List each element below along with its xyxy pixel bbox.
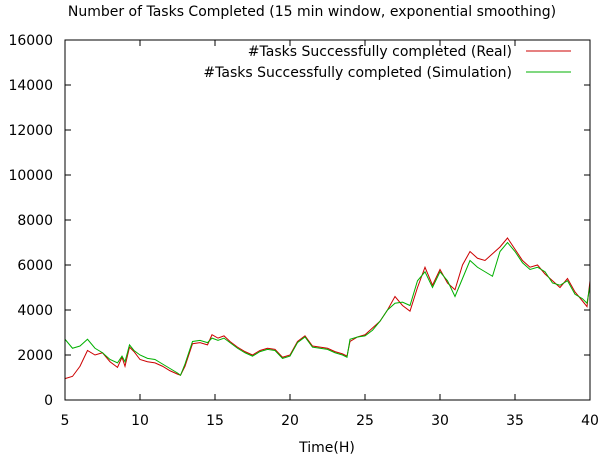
series-line-real	[64, 237, 591, 380]
axes: 0 2000 4000 6000 8000 10000 12000 14000 16000 5 10…	[8, 33, 598, 429]
y-tick-label: 0	[44, 393, 53, 409]
y-tick-label: 16000	[8, 33, 53, 49]
series-line-simulation	[64, 241, 591, 377]
x-tick-label: 25	[356, 413, 374, 429]
y-tick-label: 10000	[8, 168, 53, 184]
legend-label-real: #Tasks Successfully completed (Real)	[248, 44, 512, 60]
x-tick-label: 20	[281, 413, 299, 429]
y-tick-label: 2000	[17, 348, 53, 364]
x-tick-label: 5	[61, 413, 70, 429]
x-axis-label: Time(H)	[298, 440, 355, 456]
y-tick-label: 6000	[17, 258, 53, 274]
y-tick-label: 8000	[17, 213, 53, 229]
x-tick-label: 35	[506, 413, 524, 429]
series-layer	[64, 237, 591, 380]
chart-title: Number of Tasks Completed (15 min window…	[68, 4, 556, 20]
x-tick-label: 30	[431, 413, 449, 429]
x-tick-label: 40	[581, 413, 599, 429]
legend: #Tasks Successfully completed (Real) #Tas…	[203, 44, 571, 81]
y-tick-label: 14000	[8, 78, 53, 94]
legend-label-simulation: #Tasks Successfully completed (Simulatio…	[203, 65, 512, 81]
x-tick-label: 10	[131, 413, 149, 429]
plot-frame	[64, 39, 591, 401]
y-tick-label: 12000	[8, 123, 53, 139]
y-tick-label: 4000	[17, 303, 53, 319]
x-tick-label: 15	[206, 413, 224, 429]
